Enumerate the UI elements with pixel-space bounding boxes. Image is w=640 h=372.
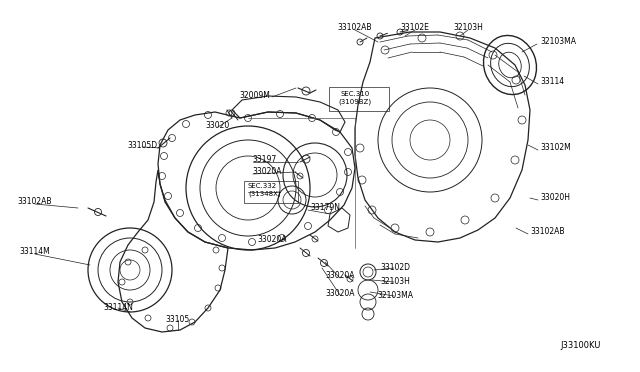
Text: 33102E: 33102E [401, 23, 429, 32]
Text: 33102M: 33102M [540, 144, 571, 153]
Text: 33114N: 33114N [103, 304, 133, 312]
Text: 33020A: 33020A [325, 272, 355, 280]
Text: 32103H: 32103H [380, 278, 410, 286]
Text: 33020A: 33020A [325, 289, 355, 298]
Text: 33102AB: 33102AB [18, 198, 52, 206]
Text: 33105: 33105 [166, 315, 190, 324]
Text: 33020A: 33020A [252, 167, 282, 176]
Text: 33179N: 33179N [310, 203, 340, 212]
Text: 33114M: 33114M [20, 247, 51, 257]
Text: 33102AB: 33102AB [530, 228, 564, 237]
Text: 33102D: 33102D [380, 263, 410, 273]
Text: 33020A: 33020A [257, 235, 287, 244]
Text: SEC.310
(3109BZ): SEC.310 (3109BZ) [339, 91, 372, 105]
Text: 32009M: 32009M [239, 90, 270, 99]
Text: 32103H: 32103H [453, 23, 483, 32]
Text: 33020H: 33020H [540, 193, 570, 202]
Text: 33020: 33020 [206, 121, 230, 129]
Text: SEC.332
(31348X): SEC.332 (31348X) [248, 183, 280, 197]
Text: 33114: 33114 [540, 77, 564, 87]
Text: 33102AB: 33102AB [338, 23, 372, 32]
Text: 33105D: 33105D [127, 141, 157, 150]
Text: 32103MA: 32103MA [540, 38, 576, 46]
Text: 32103MA: 32103MA [377, 292, 413, 301]
Text: 33197: 33197 [252, 155, 276, 164]
Text: J33100KU: J33100KU [560, 340, 600, 350]
